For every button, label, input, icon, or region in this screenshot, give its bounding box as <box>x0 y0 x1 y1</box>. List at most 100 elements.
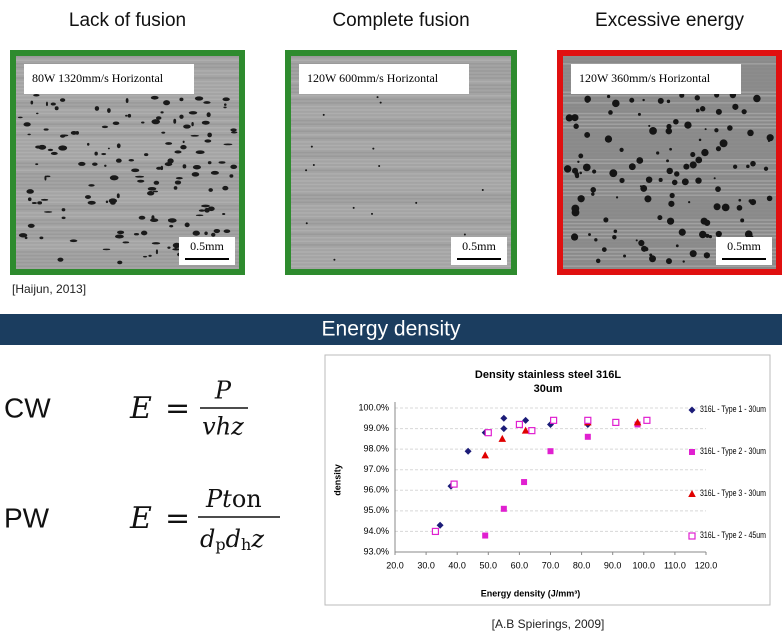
pore <box>107 108 111 113</box>
pore <box>714 128 718 132</box>
pore <box>55 106 59 110</box>
pore <box>740 218 744 222</box>
pore <box>571 205 579 213</box>
pore <box>608 110 613 115</box>
pore <box>125 115 127 117</box>
texture <box>563 95 776 97</box>
pore <box>204 139 211 142</box>
pore <box>742 109 747 114</box>
pore <box>154 181 160 185</box>
pore <box>109 198 117 203</box>
texture <box>291 194 511 196</box>
pore <box>696 109 700 113</box>
pore <box>167 246 170 248</box>
texture <box>16 60 239 62</box>
pore <box>672 180 678 186</box>
pore <box>51 103 56 106</box>
y-tick-label: 99.0% <box>363 423 389 433</box>
pore <box>709 235 712 238</box>
pore <box>577 161 579 163</box>
pore <box>733 165 737 169</box>
pore <box>165 142 172 145</box>
pore <box>207 112 211 117</box>
pore <box>169 225 173 228</box>
point <box>501 506 507 512</box>
texture <box>563 159 776 161</box>
pore <box>126 98 129 103</box>
texture <box>16 226 239 228</box>
numerator: Pton <box>205 485 262 513</box>
pore <box>704 220 710 226</box>
pore <box>37 201 42 204</box>
legend-marker <box>689 449 695 455</box>
pore <box>669 148 672 151</box>
point <box>613 419 619 425</box>
pore <box>657 215 662 220</box>
pore <box>156 167 162 170</box>
legend-marker <box>689 533 695 539</box>
texture <box>291 145 511 147</box>
point <box>644 417 650 423</box>
pore <box>305 169 307 171</box>
x-tick-label: 100.0 <box>633 560 656 570</box>
pore <box>592 169 596 173</box>
texture <box>291 127 511 129</box>
texture <box>291 202 511 204</box>
texture <box>16 202 239 204</box>
pore <box>659 178 663 182</box>
denominator: dpdhz <box>200 525 264 554</box>
pore <box>683 164 689 170</box>
texture <box>291 95 511 97</box>
pore <box>28 197 32 201</box>
pore <box>738 207 740 209</box>
pore <box>62 208 66 211</box>
pore <box>201 205 210 208</box>
pore <box>609 169 617 177</box>
lhs: E <box>129 391 152 426</box>
texture <box>16 155 239 157</box>
pore <box>679 229 686 236</box>
pore <box>231 131 237 133</box>
pore <box>623 255 626 258</box>
pore <box>714 177 716 179</box>
scale-label: 0.5mm <box>727 239 761 253</box>
texture <box>16 216 239 218</box>
pore <box>578 195 585 202</box>
pore <box>646 176 653 183</box>
texture <box>563 230 776 232</box>
pore <box>695 95 700 100</box>
texture <box>16 152 239 154</box>
pore <box>716 109 722 115</box>
pore <box>223 144 232 146</box>
pore <box>682 260 684 262</box>
point <box>551 417 557 423</box>
pore <box>189 111 197 114</box>
x-tick-label: 20.0 <box>386 560 404 570</box>
pore <box>101 153 106 155</box>
pore <box>104 165 106 167</box>
pore <box>667 168 673 174</box>
pore <box>695 177 701 183</box>
pore <box>649 253 652 256</box>
texture <box>16 109 239 111</box>
pore <box>131 168 139 172</box>
pore <box>614 229 618 233</box>
texture <box>563 177 776 179</box>
texture <box>291 152 511 154</box>
pore <box>353 207 355 209</box>
texture <box>563 60 776 62</box>
x-tick-label: 30.0 <box>417 560 435 570</box>
texture <box>563 212 776 214</box>
pore <box>95 106 99 111</box>
pore <box>750 161 756 167</box>
pore <box>26 189 33 194</box>
texture <box>16 116 239 118</box>
pore <box>106 200 108 203</box>
pore <box>71 131 77 135</box>
subscript: on <box>232 485 262 513</box>
texture <box>16 95 239 97</box>
pore <box>196 215 204 217</box>
pore <box>179 98 183 102</box>
pore <box>715 186 721 192</box>
pore <box>667 100 670 103</box>
